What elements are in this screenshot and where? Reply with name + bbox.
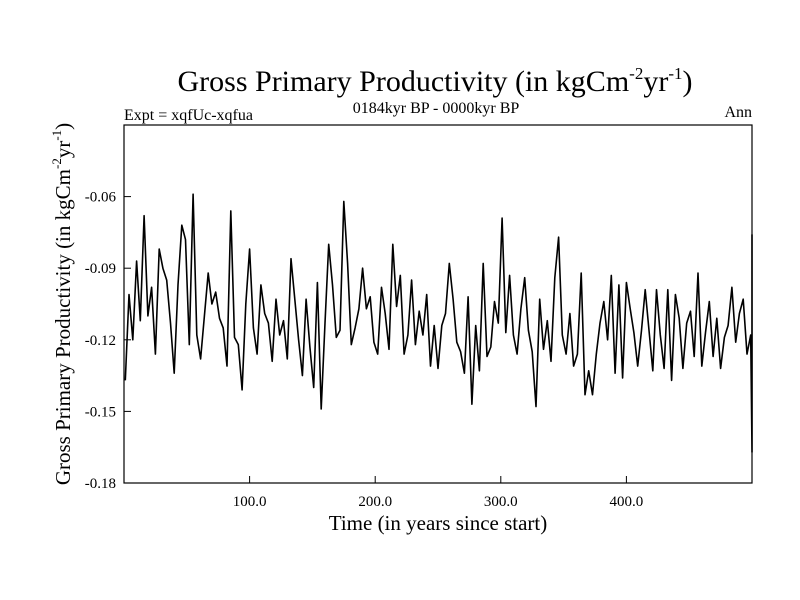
chart-title: Gross Primary Productivity (in kgCm-2yr-… [178, 64, 693, 98]
y-axis-title: Gross Primary Productivity (in kgCm-2yr-… [49, 123, 75, 485]
x-tick-label: 200.0 [358, 494, 392, 510]
x-tick-label: 400.0 [610, 494, 644, 510]
chart-figure: Gross Primary Productivity (in kgCm-2yr-… [0, 0, 800, 600]
x-tick-label: 100.0 [233, 494, 267, 510]
experiment-label: Expt = xqfUc-xqfua [124, 107, 253, 124]
y-tick-label: -0.18 [85, 476, 116, 492]
y-tick-label: -0.06 [85, 190, 117, 206]
series-line-gpp [125, 194, 752, 452]
y-tick-label: -0.09 [85, 261, 116, 277]
time-range-label: 0184kyr BP - 0000kyr BP [353, 100, 520, 117]
x-axis: 100.0 200.0 300.0 400.0 [233, 476, 644, 510]
x-tick-label: 300.0 [484, 494, 518, 510]
season-label: Ann [724, 104, 752, 121]
y-tick-label: -0.12 [85, 333, 116, 349]
x-axis-title: Time (in years since start) [329, 511, 548, 535]
y-tick-label: -0.15 [85, 404, 116, 420]
